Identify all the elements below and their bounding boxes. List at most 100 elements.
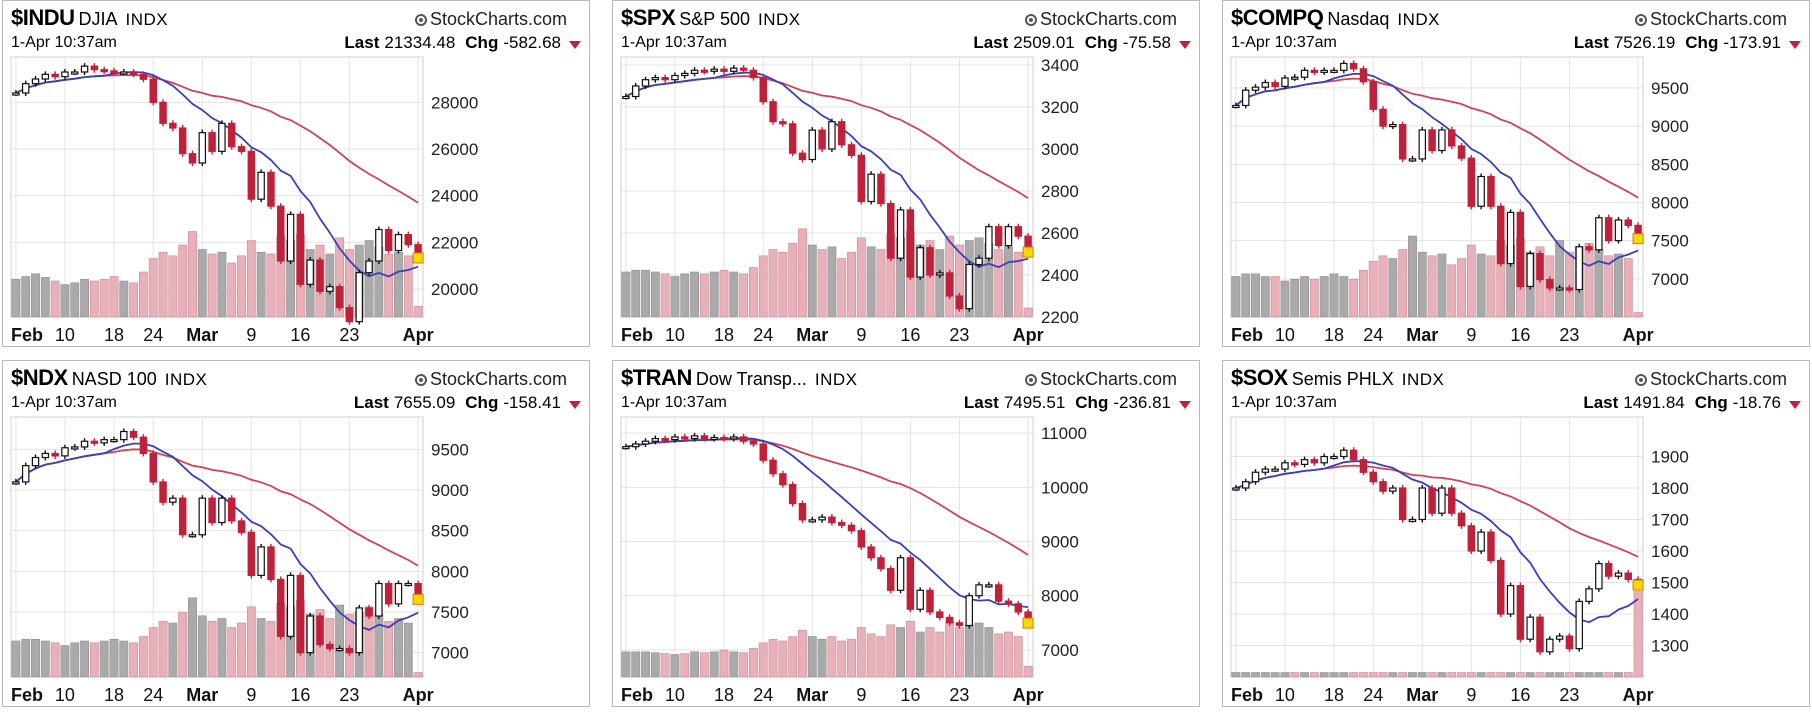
x-tick-label: 24 bbox=[143, 685, 163, 705]
volume-bar bbox=[1270, 276, 1280, 318]
index-name: Semis PHLX bbox=[1291, 369, 1394, 389]
last-price-marker bbox=[1022, 617, 1034, 629]
volume-bar bbox=[739, 273, 749, 318]
index-type: INDX bbox=[125, 10, 169, 29]
volume-bar bbox=[256, 251, 266, 318]
quote-summary: Last 7495.51 Chg -236.81 bbox=[963, 393, 1171, 412]
volume-bar bbox=[650, 652, 660, 678]
candle-body bbox=[306, 259, 314, 285]
volume-bar bbox=[749, 647, 758, 678]
volume-bar bbox=[847, 251, 856, 318]
candle-body bbox=[936, 272, 944, 276]
volume-bar bbox=[1388, 258, 1398, 318]
candle-body bbox=[384, 582, 393, 605]
chart-panel-spx[interactable]: 2200 2400 2600 2800 3000 3200 3400 Feb 10 18 24 Mar… bbox=[612, 0, 1200, 347]
x-tick-label: 23 bbox=[1559, 685, 1579, 705]
candle-body bbox=[345, 647, 354, 654]
chart-panel-compq[interactable]: 7000 7500 8000 8500 9000 9500 Feb 10 18 24 Mar 9 16 2… bbox=[1222, 0, 1810, 347]
chart-panel-tran[interactable]: 7000 8000 9000 10000 11000 Feb 10 18 24 Mar 9 16 23 A… bbox=[612, 360, 1200, 707]
chart-panel-ndx[interactable]: 7000 7500 8000 8500 9000 9500 Feb 10 18 24 Mar 9 16 2… bbox=[2, 360, 590, 707]
last-price-marker bbox=[1632, 233, 1644, 245]
candle-body bbox=[847, 524, 856, 532]
candle-body bbox=[837, 521, 846, 526]
candle-body bbox=[1251, 86, 1260, 91]
volume-bar bbox=[1633, 312, 1643, 318]
price-change: -173.91 bbox=[1723, 33, 1781, 52]
volume-bar bbox=[1506, 672, 1515, 678]
volume-bar bbox=[886, 624, 896, 678]
x-tick-label: 10 bbox=[665, 685, 685, 705]
volume-bar bbox=[1290, 672, 1300, 678]
candle-body bbox=[365, 260, 373, 274]
y-tick-label: 7500 bbox=[431, 603, 469, 622]
candle-body bbox=[690, 69, 699, 75]
volume-bar bbox=[227, 262, 237, 318]
candle-body bbox=[208, 132, 216, 152]
candle-body bbox=[355, 607, 363, 654]
volume-bar bbox=[1584, 672, 1594, 678]
moving-average-short bbox=[1235, 73, 1639, 267]
volume-bar bbox=[345, 613, 354, 678]
candle-body bbox=[1014, 226, 1023, 237]
volume-bar bbox=[119, 280, 129, 318]
x-tick-label: 24 bbox=[753, 325, 773, 345]
volume-bar bbox=[109, 276, 119, 318]
volume-bar bbox=[31, 638, 40, 678]
candle-body bbox=[335, 286, 344, 309]
volume-bar bbox=[217, 251, 227, 318]
volume-bar bbox=[197, 615, 207, 678]
candle-body bbox=[896, 557, 905, 591]
candle-body bbox=[384, 228, 393, 252]
chart-panel-sox[interactable]: 1300 1400 1500 1600 1700 1800 1900 Feb 10 18 24 Mar… bbox=[1222, 360, 1810, 707]
x-tick-label: Feb bbox=[1231, 325, 1263, 345]
candle-body bbox=[661, 437, 669, 442]
brand-watermark: StockCharts.com bbox=[1634, 369, 1787, 390]
volume-bar bbox=[188, 597, 197, 678]
volume-bar bbox=[99, 640, 109, 678]
candle-body bbox=[335, 647, 344, 652]
candle-body bbox=[100, 69, 108, 73]
volume-bar bbox=[1427, 255, 1437, 318]
quote-datetime: 1-Apr 10:37am bbox=[1231, 394, 1337, 411]
y-tick-label: 7000 bbox=[431, 644, 469, 663]
plot-frame bbox=[10, 56, 424, 318]
y-tick-label: 3000 bbox=[1041, 140, 1079, 159]
candle-body bbox=[1232, 104, 1240, 109]
down-arrow-icon bbox=[569, 401, 581, 409]
candle-body bbox=[779, 473, 787, 486]
candle-body bbox=[1526, 616, 1534, 640]
candle-body bbox=[1477, 175, 1485, 207]
candle-body bbox=[936, 611, 944, 618]
candle-body bbox=[906, 209, 915, 278]
candle-body bbox=[169, 497, 177, 503]
index-name: Dow Transp... bbox=[695, 369, 807, 389]
y-tick-label: 9500 bbox=[431, 440, 469, 459]
volume-bar bbox=[1251, 672, 1260, 678]
candle-body bbox=[641, 79, 650, 87]
volume-bar bbox=[1457, 258, 1466, 318]
candle-body bbox=[1487, 531, 1495, 562]
candle-body bbox=[808, 129, 817, 161]
candle-body bbox=[247, 531, 256, 576]
candle-body bbox=[1595, 217, 1603, 251]
volume-bar bbox=[1476, 672, 1486, 678]
x-tick-label: 23 bbox=[1559, 325, 1579, 345]
x-tick-label: Feb bbox=[11, 325, 43, 345]
candle-body bbox=[1447, 129, 1456, 147]
volume-bar bbox=[1408, 235, 1417, 318]
volume-bar bbox=[1476, 253, 1486, 318]
volume-bar bbox=[817, 249, 827, 318]
candle-body bbox=[945, 272, 954, 297]
volume-bar bbox=[955, 627, 964, 678]
volume-bar bbox=[266, 253, 276, 318]
x-tick-label: 9 bbox=[1466, 685, 1476, 705]
y-tick-label: 3400 bbox=[1041, 56, 1079, 75]
volume-bar bbox=[40, 640, 50, 678]
volume-bar bbox=[758, 642, 768, 678]
volume-bar bbox=[11, 640, 21, 678]
candle-body bbox=[316, 615, 324, 646]
candle-body bbox=[1369, 471, 1377, 483]
candle-body bbox=[1310, 69, 1319, 73]
volume-bar bbox=[60, 645, 70, 678]
chart-panel-indu[interactable]: 20000 22000 24000 26000 28000 Feb 10 18 24 Mar 9 16… bbox=[2, 0, 590, 347]
